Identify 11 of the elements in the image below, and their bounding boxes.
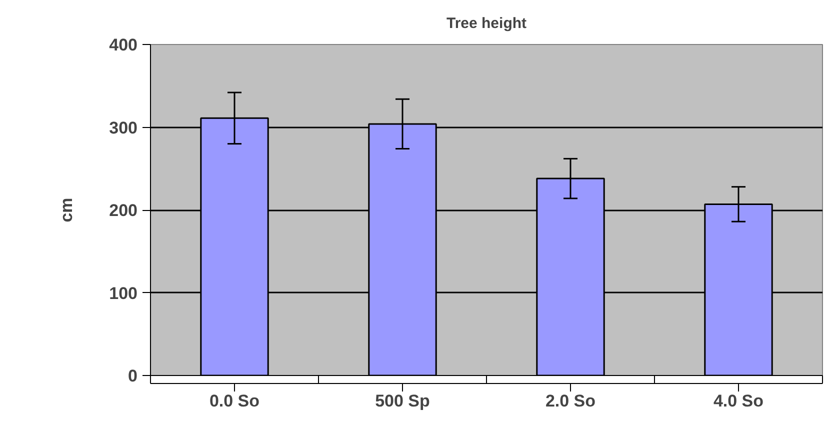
x-tick-label: 2.0 So	[545, 392, 596, 410]
y-tick-label: 100	[109, 284, 138, 303]
y-tick-label: 200	[109, 201, 138, 220]
y-tick-label: 400	[109, 36, 138, 54]
y-tick-label: 300	[109, 118, 138, 138]
x-tick-label: 500 Sp	[375, 392, 430, 410]
x-tick-label: 0.0 So	[209, 392, 260, 410]
y-tick-label: 0	[128, 366, 138, 386]
x-tick-label: 4.0 So	[713, 392, 764, 410]
chart-title: Tree height	[446, 15, 527, 32]
y-axis-title: cm	[57, 198, 76, 222]
